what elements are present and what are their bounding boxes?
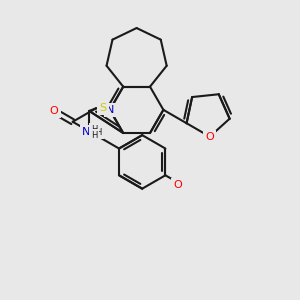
Text: H: H xyxy=(91,131,97,140)
Text: N: N xyxy=(82,127,91,137)
Text: O: O xyxy=(50,106,58,116)
Text: O: O xyxy=(206,132,214,142)
Text: N: N xyxy=(88,130,96,140)
Text: N: N xyxy=(106,105,114,115)
Text: S: S xyxy=(99,103,106,113)
Text: O: O xyxy=(173,180,182,190)
Text: H: H xyxy=(91,124,97,134)
Text: H: H xyxy=(95,128,102,137)
